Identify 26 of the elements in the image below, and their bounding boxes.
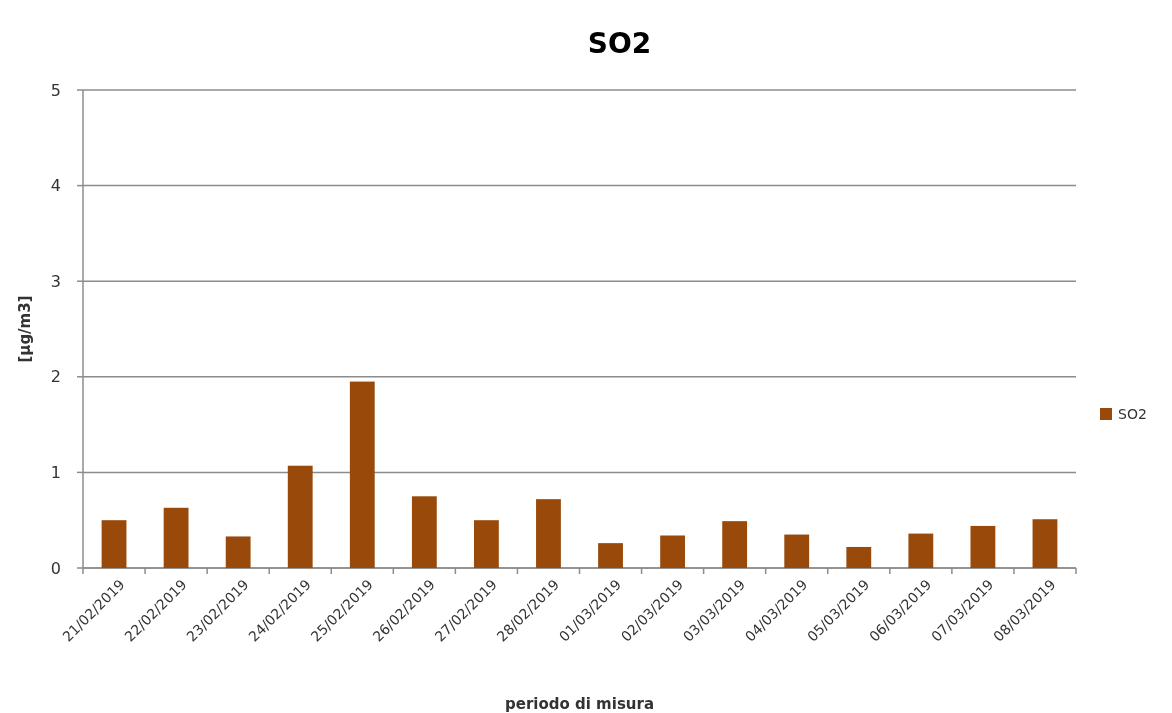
bar [287, 465, 313, 568]
bar [722, 521, 748, 568]
bar [846, 546, 872, 568]
bar [473, 520, 499, 568]
y-tick-label: 4 [50, 176, 61, 196]
bar [349, 381, 375, 568]
bar [163, 507, 189, 568]
x-axis-title: periodo di misura [504, 695, 655, 713]
chart-title: SO2 [587, 27, 652, 60]
y-tick-label: 3 [50, 271, 61, 291]
bar [660, 535, 686, 568]
bar [784, 534, 810, 568]
y-tick-label: 1 [50, 463, 61, 482]
y-tick-label: 2 [50, 367, 61, 387]
bar [411, 496, 437, 568]
bar [101, 520, 127, 568]
y-tick-label: 5 [50, 80, 61, 100]
legend-label: SO2 [1118, 405, 1147, 422]
bar [1032, 519, 1058, 568]
bar [908, 533, 934, 568]
bar [536, 499, 561, 568]
y-axis-title: [µg/m3] [16, 295, 34, 363]
bar [598, 543, 623, 568]
y-tick-label: 0 [50, 558, 61, 578]
bar [225, 536, 251, 568]
bar [970, 525, 996, 568]
